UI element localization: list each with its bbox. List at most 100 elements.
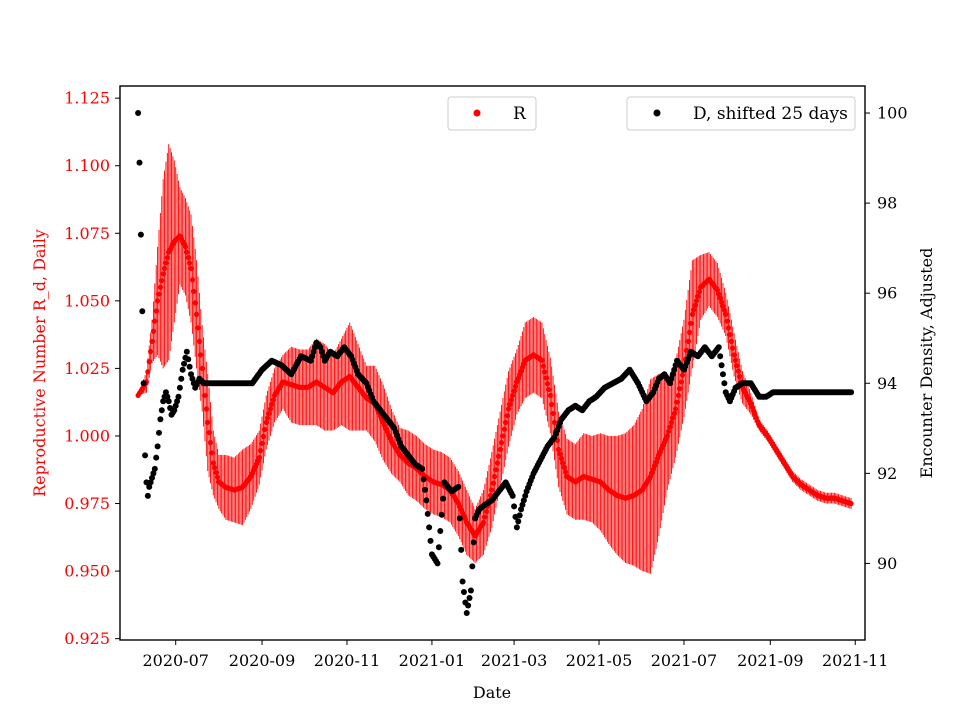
r-point	[206, 429, 212, 436]
r-point	[153, 308, 159, 314]
d-point	[715, 344, 722, 351]
d-point	[309, 353, 316, 360]
d-point	[142, 452, 149, 459]
right-y-axis: 90 92 94 96 98 100	[865, 104, 908, 573]
r-point	[184, 249, 190, 255]
r-point	[262, 426, 268, 433]
d-point	[467, 587, 474, 594]
left-y-tick-label: 1.025	[64, 359, 110, 378]
d-point	[136, 159, 143, 166]
r-point	[721, 307, 727, 313]
d-point	[151, 465, 158, 472]
d-point	[318, 348, 325, 355]
d-point	[175, 393, 182, 400]
r-point	[258, 447, 264, 454]
r-point	[508, 397, 514, 403]
r-point	[198, 352, 204, 358]
r-point	[163, 260, 169, 266]
r-point	[666, 428, 672, 435]
d-point	[717, 353, 724, 360]
r-point	[551, 419, 558, 426]
x-tick-label: 2021-07	[651, 651, 717, 670]
r-point	[678, 379, 684, 385]
r-point	[191, 288, 197, 294]
right-y-tick-label: 96	[877, 284, 897, 303]
d-point	[174, 398, 181, 405]
r-point	[164, 255, 170, 261]
d-series	[135, 110, 855, 616]
r-point	[490, 480, 496, 486]
r-point	[501, 426, 507, 432]
r-point	[735, 368, 741, 374]
r-point	[848, 500, 854, 507]
d-point	[459, 578, 466, 585]
r-point	[267, 406, 273, 412]
r-point	[193, 311, 200, 317]
r-point	[482, 514, 488, 520]
d-point	[307, 357, 314, 364]
d-point	[189, 375, 196, 382]
d-point	[516, 512, 523, 519]
d-point	[437, 528, 444, 535]
d-point	[155, 429, 162, 436]
r-point	[689, 311, 695, 317]
r-point	[505, 406, 512, 412]
r-point	[679, 372, 686, 378]
d-point	[176, 384, 183, 391]
d-point	[509, 492, 516, 499]
r-series	[135, 233, 854, 539]
d-point	[456, 515, 463, 522]
right-y-tick-label: 94	[877, 374, 897, 393]
r-point	[494, 460, 500, 466]
r-point	[152, 318, 158, 324]
d-point	[719, 371, 726, 378]
r-point	[483, 509, 489, 515]
r-point	[717, 295, 723, 301]
r-point	[266, 410, 272, 417]
r-point	[556, 446, 562, 453]
d-point	[424, 510, 431, 517]
left-y-tick-label: 0.925	[64, 629, 110, 648]
legend-r-label: R	[513, 104, 527, 124]
d-point	[165, 398, 172, 405]
r-point	[493, 467, 499, 473]
d-point	[179, 366, 186, 373]
d-point	[139, 308, 146, 315]
d-point	[181, 360, 188, 367]
left-y-axis: 0.925 0.950 0.975 1.000 1.025 1.050 1.075 1.100…	[64, 89, 120, 648]
d-point	[423, 497, 430, 504]
d-point	[515, 518, 522, 525]
d-point	[183, 348, 190, 355]
d-point	[172, 402, 179, 409]
d-point	[171, 407, 178, 414]
r-point	[727, 332, 733, 338]
left-y-tick-label: 1.100	[64, 156, 110, 175]
r-point	[491, 473, 498, 480]
r-point	[720, 303, 726, 309]
r-point	[671, 410, 677, 417]
left-y-tick-label: 0.975	[64, 494, 110, 513]
r-point	[730, 345, 736, 351]
legend-d-marker	[653, 109, 661, 117]
d-point	[671, 366, 678, 373]
d-point	[463, 609, 470, 616]
x-tick-label: 2021-01	[399, 651, 465, 670]
x-tick-label: 2020-07	[142, 651, 208, 670]
d-point	[186, 363, 193, 370]
d-point	[519, 501, 526, 508]
r-point	[540, 363, 546, 369]
d-point	[310, 348, 317, 355]
r-point	[265, 415, 271, 421]
r-point	[498, 440, 505, 446]
left-y-tick-label: 1.050	[64, 291, 110, 310]
r-point	[731, 352, 737, 358]
r-point	[688, 320, 694, 326]
d-point	[458, 546, 465, 553]
r-point	[673, 406, 679, 412]
d-point	[164, 393, 171, 400]
d-point	[147, 479, 154, 486]
r-point	[161, 265, 168, 272]
d-point	[149, 474, 156, 481]
r-point	[718, 299, 725, 305]
